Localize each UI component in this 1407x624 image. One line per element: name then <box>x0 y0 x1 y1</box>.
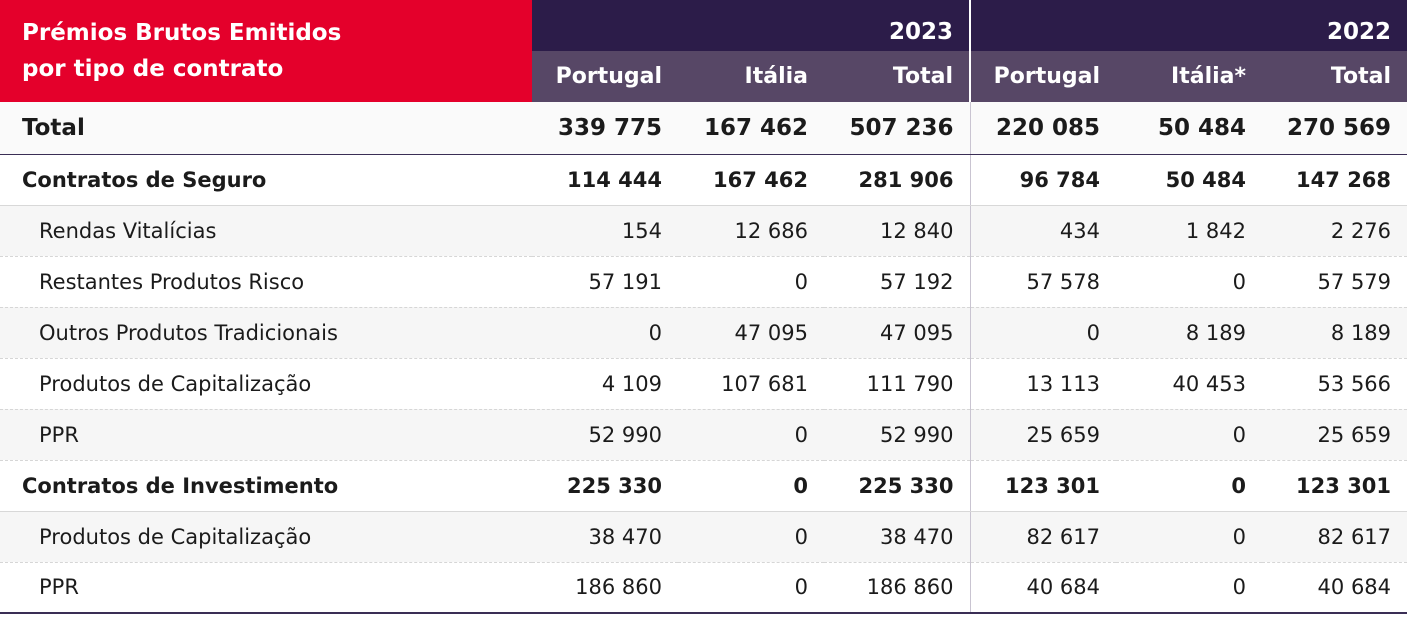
row-label: Rendas Vitalícias <box>0 205 532 257</box>
cell-value: 186 860 <box>532 562 678 614</box>
col-header-italia-2022: Itália* <box>1116 51 1263 102</box>
cell-value: 40 684 <box>1262 562 1407 614</box>
table-row: Outros Produtos Tradicionais 0 47 095 47… <box>0 307 1407 359</box>
cell-value: 50 484 <box>1116 154 1263 206</box>
cell-value: 82 617 <box>969 511 1117 563</box>
header-column-row: Portugal Itália Total Portugal Itália* T… <box>0 51 1407 102</box>
cell-value: 147 268 <box>1262 154 1407 206</box>
col-header-portugal-2023: Portugal <box>532 51 678 102</box>
table-title: Prémios Brutos Emitidos por tipo de cont… <box>0 0 532 102</box>
cell-value: 281 906 <box>824 154 971 206</box>
cell-value: 0 <box>678 409 824 461</box>
table-row: PPR 186 860 0 186 860 40 684 0 40 684 <box>0 562 1407 614</box>
cell-value: 0 <box>678 511 824 563</box>
row-label: PPR <box>0 409 532 461</box>
cell-value: 0 <box>678 562 824 614</box>
table-row: Contratos de Investimento 225 330 0 225 … <box>0 460 1407 512</box>
cell-value: 82 617 <box>1262 511 1407 563</box>
cell-value: 111 790 <box>824 358 971 410</box>
cell-value: 40 684 <box>969 562 1117 614</box>
table-row: Total 339 775 167 462 507 236 220 085 50… <box>0 102 1407 155</box>
cell-value: 0 <box>678 460 824 512</box>
row-label: Total <box>0 102 532 155</box>
cell-value: 57 192 <box>824 256 971 308</box>
cell-value: 52 990 <box>532 409 678 461</box>
table-row: PPR 52 990 0 52 990 25 659 0 25 659 <box>0 409 1407 461</box>
cell-value: 220 085 <box>969 102 1117 155</box>
cell-value: 38 470 <box>532 511 678 563</box>
cell-value: 107 681 <box>678 358 824 410</box>
col-header-italia-2023: Itália <box>678 51 824 102</box>
year-2023-header: 2023 <box>532 0 971 51</box>
cell-value: 47 095 <box>678 307 824 359</box>
row-label: Outros Produtos Tradicionais <box>0 307 532 359</box>
cell-value: 434 <box>969 205 1117 257</box>
cell-value: 1 842 <box>1116 205 1263 257</box>
cell-value: 123 301 <box>1262 460 1407 512</box>
table-row: Restantes Produtos Risco 57 191 0 57 192… <box>0 256 1407 308</box>
cell-value: 339 775 <box>532 102 678 155</box>
row-label: Restantes Produtos Risco <box>0 256 532 308</box>
cell-value: 25 659 <box>969 409 1117 461</box>
cell-value: 57 578 <box>969 256 1117 308</box>
cell-value: 0 <box>969 307 1117 359</box>
cell-value: 52 990 <box>824 409 971 461</box>
cell-value: 0 <box>532 307 678 359</box>
cell-value: 186 860 <box>824 562 971 614</box>
cell-value: 225 330 <box>824 460 971 512</box>
col-header-portugal-2022: Portugal <box>969 51 1117 102</box>
cell-value: 2 276 <box>1262 205 1407 257</box>
cell-value: 507 236 <box>824 102 971 155</box>
row-label: Produtos de Capitalização <box>0 511 532 563</box>
cell-value: 53 566 <box>1262 358 1407 410</box>
cell-value: 50 484 <box>1116 102 1263 155</box>
cell-value: 0 <box>1116 256 1263 308</box>
cell-value: 270 569 <box>1262 102 1407 155</box>
row-label: Contratos de Investimento <box>0 460 532 512</box>
cell-value: 0 <box>1116 409 1263 461</box>
cell-value: 40 453 <box>1116 358 1263 410</box>
cell-value: 0 <box>1116 562 1263 614</box>
cell-value: 154 <box>532 205 678 257</box>
cell-value: 114 444 <box>532 154 678 206</box>
cell-value: 38 470 <box>824 511 971 563</box>
year-2022-header: 2022 <box>969 0 1407 51</box>
header-year-row: Prémios Brutos Emitidos por tipo de cont… <box>0 0 1407 102</box>
cell-value: 8 189 <box>1116 307 1263 359</box>
cell-value: 0 <box>1116 460 1263 512</box>
table-row: Rendas Vitalícias 154 12 686 12 840 434 … <box>0 205 1407 257</box>
cell-value: 47 095 <box>824 307 971 359</box>
cell-value: 225 330 <box>532 460 678 512</box>
cell-value: 57 191 <box>532 256 678 308</box>
table-row: Produtos de Capitalização 4 109 107 681 … <box>0 358 1407 410</box>
cell-value: 123 301 <box>969 460 1117 512</box>
table-row: Produtos de Capitalização 38 470 0 38 47… <box>0 511 1407 563</box>
row-label: Produtos de Capitalização <box>0 358 532 410</box>
cell-value: 12 840 <box>824 205 971 257</box>
cell-value: 167 462 <box>678 154 824 206</box>
cell-value: 167 462 <box>678 102 824 155</box>
cell-value: 25 659 <box>1262 409 1407 461</box>
cell-value: 4 109 <box>532 358 678 410</box>
cell-value: 0 <box>1116 511 1263 563</box>
cell-value: 0 <box>678 256 824 308</box>
cell-value: 96 784 <box>969 154 1117 206</box>
table-title-line2: por tipo de contrato <box>22 56 284 82</box>
col-header-total-2022: Total <box>1262 51 1407 102</box>
row-label: Contratos de Seguro <box>0 154 532 206</box>
cell-value: 13 113 <box>969 358 1117 410</box>
table-title-line1: Prémios Brutos Emitidos <box>22 20 342 46</box>
cell-value: 57 579 <box>1262 256 1407 308</box>
table-row: Contratos de Seguro 114 444 167 462 281 … <box>0 154 1407 206</box>
cell-value: 8 189 <box>1262 307 1407 359</box>
col-header-total-2023: Total <box>824 51 971 102</box>
cell-value: 12 686 <box>678 205 824 257</box>
row-label: PPR <box>0 562 532 614</box>
